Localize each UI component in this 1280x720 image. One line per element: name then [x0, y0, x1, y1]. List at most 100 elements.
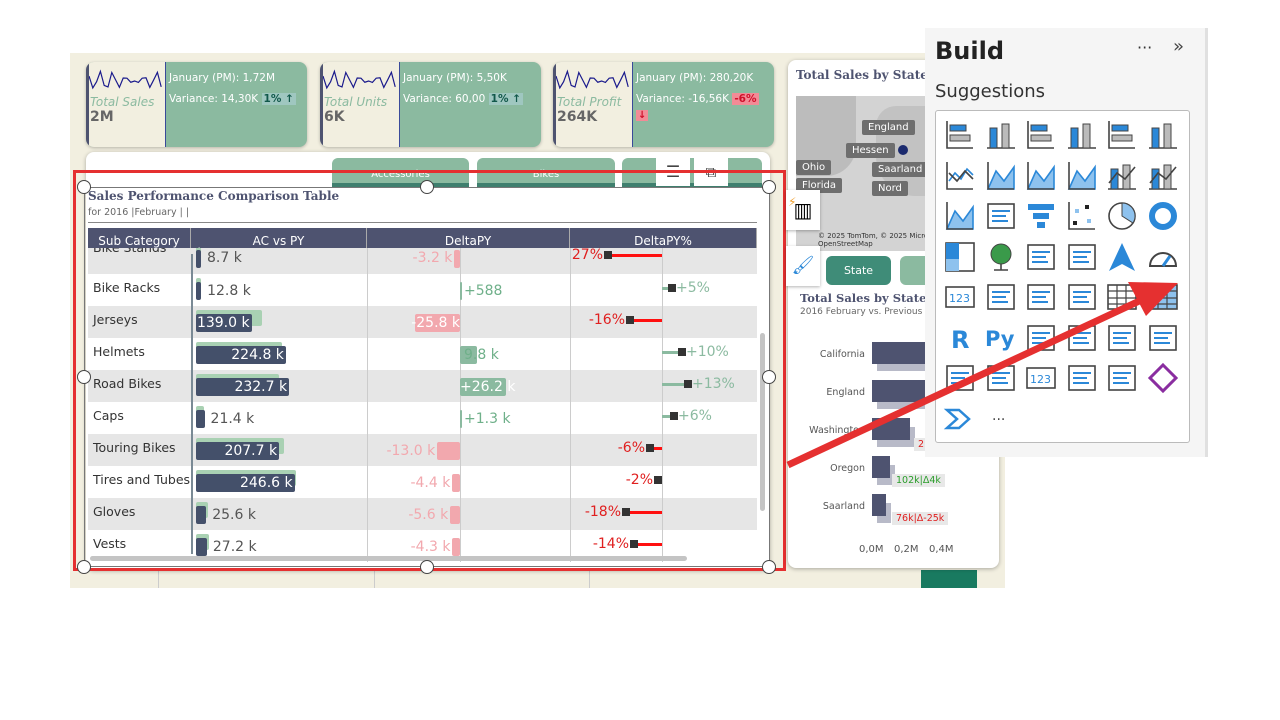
kpi-variance: Variance: 14,30K 1% ↑: [169, 93, 296, 105]
clustered-column-icon[interactable]: [1065, 118, 1099, 152]
gauge-icon[interactable]: [1146, 240, 1180, 274]
ribbon-icon[interactable]: [943, 199, 977, 233]
collapse-pane-icon[interactable]: »: [1173, 36, 1185, 57]
azure-map-icon[interactable]: [1105, 240, 1139, 274]
scatter-icon[interactable]: [1065, 199, 1099, 233]
new-card-icon[interactable]: 123: [1024, 361, 1058, 395]
map-label[interactable]: Florida: [796, 178, 843, 193]
paintbrush-add-icon[interactable]: 🖌: [786, 246, 820, 286]
table-row[interactable]: Gloves 25.6 k -5.6 k -18%: [88, 498, 757, 530]
more-icon[interactable]: ···: [984, 402, 1018, 436]
power-apps-icon[interactable]: [1146, 361, 1180, 395]
kpi-icon[interactable]: [1024, 280, 1058, 314]
line-stacked-column-icon[interactable]: [1105, 159, 1139, 193]
map-label[interactable]: Ohio: [796, 160, 832, 175]
kpi-card[interactable]: Total Sales 2M January (PM): 1,72M Varia…: [86, 62, 307, 147]
page-tab[interactable]: [921, 570, 977, 588]
new-slicer-icon[interactable]: [1065, 361, 1099, 395]
col-header-deltapy[interactable]: DeltaPY: [367, 228, 570, 254]
qa-icon[interactable]: [1105, 321, 1139, 355]
kpi-value: 264K: [557, 109, 598, 125]
table-row[interactable]: Bike Stands 8.7 k -3.2 k 27%: [88, 248, 757, 274]
vertical-scrollbar[interactable]: [760, 333, 765, 511]
category-label: Washington: [809, 425, 865, 436]
table-row[interactable]: Caps 21.4 k +1.3 k +6%: [88, 402, 757, 434]
line-clustered-column-icon[interactable]: [1146, 159, 1180, 193]
ac-label: 246.6 k: [239, 475, 293, 491]
resize-handle[interactable]: [77, 180, 91, 194]
multi-row-card-icon[interactable]: [984, 280, 1018, 314]
ac-bar: [196, 346, 286, 364]
stacked-bar-icon[interactable]: [943, 118, 977, 152]
stacked-area-icon[interactable]: [1024, 159, 1058, 193]
pct-bar: [662, 351, 682, 354]
arcgis-map-icon[interactable]: [1105, 361, 1139, 395]
horizontal-scrollbar[interactable]: [90, 556, 687, 561]
100-stacked-bar-icon[interactable]: [1105, 118, 1139, 152]
area-icon[interactable]: [984, 159, 1018, 193]
map-bubble[interactable]: [898, 145, 908, 155]
delta-bar: [452, 474, 460, 492]
line-icon[interactable]: [943, 159, 977, 193]
table-row[interactable]: Tires and Tubes 246.6 k -4.4 k -2%: [88, 466, 757, 498]
variance-badge: -6%: [732, 93, 759, 105]
treemap-icon[interactable]: [943, 240, 977, 274]
col-header-deltapy-pct[interactable]: DeltaPY%: [570, 228, 757, 254]
resize-handle[interactable]: [77, 370, 91, 384]
smart-narrative-icon[interactable]: [1146, 321, 1180, 355]
resize-handle[interactable]: [420, 180, 434, 194]
map-label[interactable]: Saarland: [872, 162, 929, 177]
state-button[interactable]: State: [826, 256, 891, 285]
divider: [589, 570, 590, 588]
100-stacked-column-icon[interactable]: [1146, 118, 1180, 152]
filled-map-icon[interactable]: [1024, 240, 1058, 274]
resize-handle[interactable]: [762, 180, 776, 194]
pct-label: -16%: [588, 312, 625, 328]
map-label[interactable]: England: [862, 120, 915, 135]
kpi-card[interactable]: Total Units 6K January (PM): 5,50K Varia…: [320, 62, 541, 147]
map-globe-icon[interactable]: [984, 240, 1018, 274]
ac-label: 207.7 k: [224, 443, 278, 459]
stacked-column-icon[interactable]: [984, 118, 1018, 152]
subcategory-cell: Helmets: [93, 344, 145, 359]
subcategory-cell: Vests: [93, 536, 127, 551]
power-automate-icon[interactable]: [943, 402, 977, 436]
python-visual-icon[interactable]: Py: [984, 321, 1018, 355]
funnel-icon[interactable]: [1024, 199, 1058, 233]
slicer-icon[interactable]: [1065, 280, 1099, 314]
card-icon[interactable]: 123: [943, 280, 977, 314]
data-label: 76k|Δ-25k: [892, 512, 949, 525]
table-row[interactable]: Helmets 224.8 k 9.8 k +10%: [88, 338, 757, 370]
col-header-subcategory[interactable]: Sub Category: [88, 228, 191, 254]
kpi-name: Total Sales: [90, 95, 155, 109]
kpi-left: [86, 62, 166, 147]
map-label[interactable]: Hessen: [846, 143, 895, 158]
resize-handle[interactable]: [77, 560, 91, 574]
shape-map-icon[interactable]: [1065, 240, 1099, 274]
resize-handle[interactable]: [762, 370, 776, 384]
100-stacked-area-icon[interactable]: [1065, 159, 1099, 193]
clustered-bar-icon[interactable]: [1024, 118, 1058, 152]
map-label[interactable]: Nord: [872, 181, 908, 196]
r-visual-icon[interactable]: R: [943, 321, 977, 355]
subcategory-cell: Bike Racks: [93, 280, 161, 295]
resize-handle[interactable]: [420, 560, 434, 574]
pct-label: -14%: [592, 536, 629, 552]
pie-icon[interactable]: [1105, 199, 1139, 233]
delta-label: -25.8 k: [411, 315, 460, 331]
donut-icon[interactable]: [1146, 199, 1180, 233]
waterfall-icon[interactable]: [984, 199, 1018, 233]
table-row[interactable]: Touring Bikes 207.7 k -13.0 k -6%: [88, 434, 757, 466]
ac-bar: [196, 442, 280, 460]
resize-handle[interactable]: [762, 560, 776, 574]
table-row[interactable]: Bike Racks 12.8 k +588 +5%: [88, 274, 757, 306]
pct-label: -2%: [625, 472, 653, 488]
kpi-card[interactable]: Total Profit 264K January (PM): 280,20K …: [553, 62, 774, 147]
more-options-icon[interactable]: ···: [1137, 38, 1153, 57]
pct-marker: [670, 412, 678, 420]
table-row[interactable]: Jerseys 139.0 k -25.8 k -16%: [88, 306, 757, 338]
ac-label: 12.8 k: [207, 283, 251, 299]
variance-badge: 1% ↑: [261, 93, 296, 105]
format-visual-icon[interactable]: ⚡ ▥: [786, 190, 820, 230]
table-row[interactable]: Road Bikes 232.7 k +26.2 k +13%: [88, 370, 757, 402]
